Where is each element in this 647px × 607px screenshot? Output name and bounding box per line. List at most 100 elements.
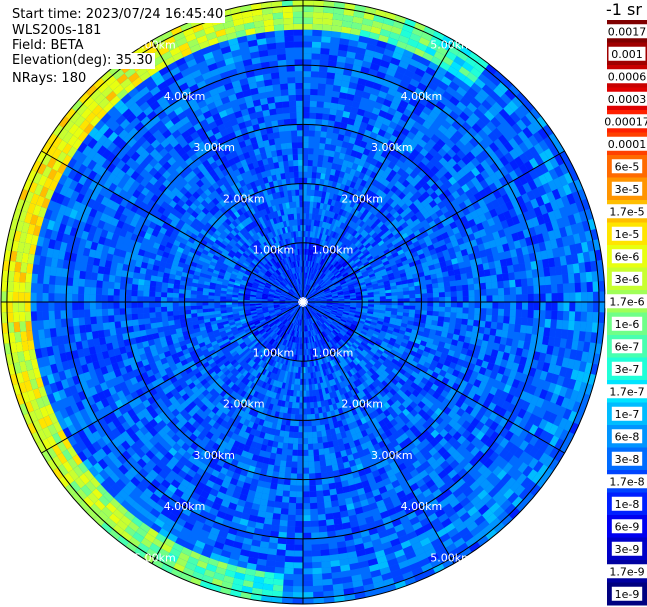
field-cell (323, 288, 330, 292)
field-cell (347, 142, 355, 150)
field-cell (432, 241, 441, 249)
field-cell (352, 279, 359, 284)
field-cell (328, 114, 336, 122)
field-cell (351, 100, 361, 109)
field-cell (511, 232, 520, 242)
field-cell (349, 292, 356, 296)
field-cell (297, 455, 303, 462)
field-cell (507, 126, 518, 138)
field-cell (503, 173, 514, 184)
field-cell (314, 303, 321, 306)
field-cell (510, 302, 517, 310)
field-cell (337, 134, 345, 142)
field-cell (310, 195, 315, 202)
field-cell (396, 262, 404, 268)
field-cell (389, 208, 397, 216)
field-cell (363, 54, 374, 63)
field-cell (459, 45, 472, 57)
field-cell (563, 292, 570, 302)
field-cell (303, 544, 312, 551)
field-cell (348, 250, 355, 257)
field-cell (518, 332, 526, 342)
field-cell (398, 269, 406, 275)
field-cell (449, 234, 457, 243)
field-cell (397, 249, 405, 256)
field-cell (325, 216, 331, 224)
field-cell (500, 219, 509, 230)
field-cell (331, 464, 339, 472)
field-cell (330, 287, 336, 291)
field-cell (545, 284, 552, 294)
field-cell (311, 47, 321, 54)
field-cell (368, 93, 378, 102)
field-cell (461, 165, 471, 175)
field-cell (555, 265, 563, 276)
field-cell (558, 174, 569, 187)
field-cell (358, 264, 365, 270)
field-cell (409, 126, 419, 136)
field-cell (412, 240, 421, 248)
field-cell (391, 305, 398, 309)
field-cell (292, 592, 303, 599)
field-cell (390, 200, 398, 209)
field-cell (491, 281, 498, 289)
field-cell (307, 254, 310, 261)
field-cell (479, 149, 490, 160)
field-cell (342, 287, 349, 291)
field-cell (325, 137, 332, 145)
field-cell (326, 262, 331, 269)
field-cell (307, 237, 310, 244)
field-cell (582, 251, 591, 263)
field-cell (413, 277, 420, 283)
field-cell (284, 561, 294, 569)
field-cell (438, 306, 445, 312)
field-cell (343, 204, 350, 212)
field-cell (331, 277, 338, 283)
field-cell (393, 172, 402, 181)
field-cell (501, 330, 509, 338)
field-cell (325, 513, 334, 520)
field-cell (397, 298, 404, 302)
field-cell (323, 0, 335, 8)
field-cell (431, 253, 439, 260)
field-cell (492, 308, 499, 316)
field-cell (486, 201, 495, 212)
field-cell (473, 283, 481, 290)
field-cell (509, 159, 519, 171)
field-cell (309, 273, 313, 280)
field-cell (342, 197, 349, 205)
field-cell (536, 233, 545, 244)
field-cell (456, 256, 464, 264)
field-cell (320, 282, 326, 287)
field-cell (405, 191, 414, 200)
field-cell (549, 156, 560, 169)
field-cell (284, 472, 291, 480)
field-cell (395, 214, 403, 223)
field-cell (439, 166, 449, 176)
field-cell (322, 275, 328, 281)
field-cell (305, 272, 308, 279)
field-cell (349, 290, 356, 294)
field-cell (373, 234, 381, 242)
field-cell (473, 62, 486, 74)
field-cell (367, 289, 374, 293)
field-cell (326, 162, 333, 169)
field-cell (317, 278, 322, 284)
field-cell (403, 302, 410, 306)
field-cell (358, 220, 365, 228)
field-cell (326, 223, 332, 230)
field-cell (308, 148, 314, 155)
field-cell (408, 313, 415, 318)
field-cell (299, 402, 303, 409)
field-cell (461, 155, 471, 165)
field-cell (367, 308, 374, 312)
field-cell (308, 273, 312, 280)
field-cell (362, 240, 369, 247)
field-cell (472, 271, 479, 279)
field-cell (501, 266, 509, 274)
field-cell (524, 261, 532, 271)
field-cell (341, 244, 347, 251)
field-cell (303, 467, 309, 474)
field-cell (556, 217, 565, 229)
field-cell (559, 255, 567, 266)
